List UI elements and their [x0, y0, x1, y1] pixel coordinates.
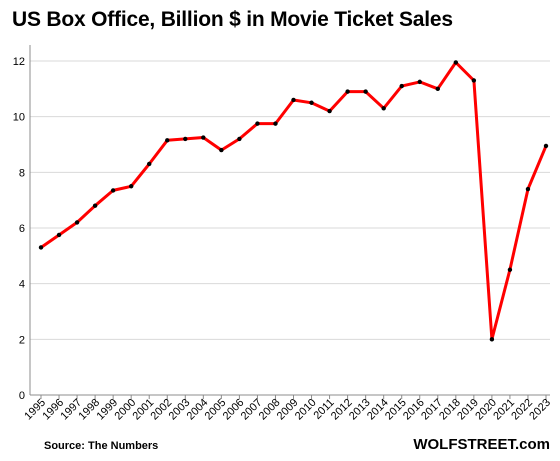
y-tick-label: 2 — [19, 334, 25, 346]
data-point — [309, 100, 314, 105]
data-point — [110, 188, 116, 193]
data-point — [147, 161, 152, 167]
data-point — [128, 184, 134, 189]
data-point — [201, 135, 206, 140]
data-point — [345, 89, 350, 94]
x-tick-label: 2023 — [527, 397, 553, 423]
data-markers — [38, 60, 549, 342]
y-tick-label: 4 — [19, 279, 25, 291]
data-point — [507, 267, 513, 272]
data-point — [453, 60, 459, 65]
data-point — [291, 97, 296, 103]
y-tick-label: 8 — [19, 167, 25, 179]
x-axis-ticks: 1995199619971998199920002001200220032004… — [22, 395, 553, 422]
data-point — [165, 138, 170, 143]
data-point — [525, 186, 531, 192]
brand-label: WOLFSTREET.com — [413, 436, 550, 453]
data-point — [363, 89, 368, 94]
y-tick-label: 0 — [19, 390, 25, 402]
axes — [29, 45, 550, 396]
data-point — [255, 121, 260, 126]
source-note: Source: The Numbers — [44, 440, 159, 452]
data-point — [273, 121, 278, 126]
y-tick-label: 12 — [13, 56, 25, 68]
y-tick-label: 10 — [13, 112, 25, 124]
y-tick-label: 6 — [19, 223, 25, 235]
data-point — [471, 78, 477, 83]
data-point — [92, 203, 98, 208]
gridlines — [30, 60, 550, 340]
data-point — [489, 337, 495, 342]
data-point — [399, 83, 404, 89]
series-layer — [39, 60, 548, 341]
data-point — [237, 136, 242, 142]
data-point — [183, 136, 188, 142]
chart-title: US Box Office, Billion $ in Movie Ticket… — [12, 8, 453, 31]
data-point — [38, 245, 44, 250]
data-point — [543, 143, 549, 149]
data-point — [381, 106, 386, 111]
series-line — [39, 60, 548, 341]
data-point — [56, 232, 62, 238]
y-axis-ticks: 0 2 4 6 8 10 12 — [13, 56, 25, 402]
data-point — [219, 147, 224, 153]
data-point — [435, 86, 440, 92]
data-point — [327, 108, 332, 114]
data-point — [74, 220, 80, 225]
data-point — [417, 79, 422, 85]
